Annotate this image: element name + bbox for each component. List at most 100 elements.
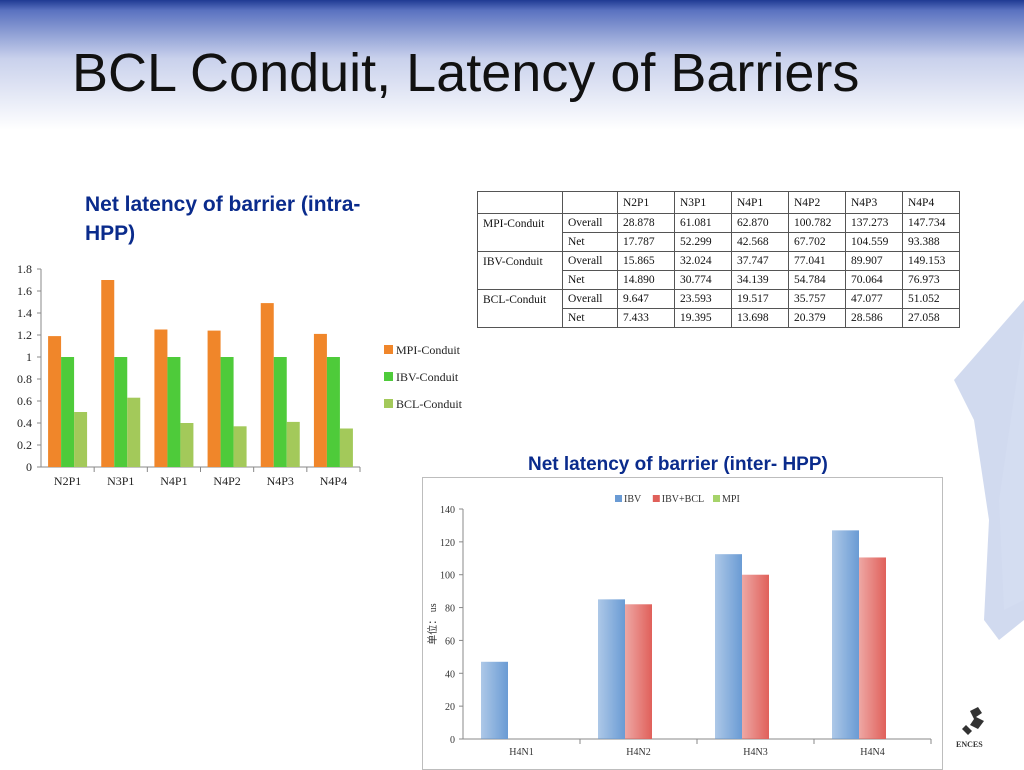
bar-ibv-conduit <box>61 357 75 467</box>
x-tick-label: H4N3 <box>743 747 767 758</box>
latency-table: N2P1 N3P1 N4P1 N4P2 N4P3 N4P4 MPI-Conduit Overa… <box>477 191 960 328</box>
bar-ibv-conduit <box>326 357 340 467</box>
table-cell: 37.747 <box>731 251 789 271</box>
y-tick-label: 20 <box>445 702 455 713</box>
table-cell: 76.973 <box>902 270 960 290</box>
bar-bcl-conduit <box>339 428 353 467</box>
table-cell: 54.784 <box>788 270 846 290</box>
bar-bcl-conduit <box>286 421 300 467</box>
bar-ibv-conduit <box>273 357 287 467</box>
intra-hpp-bar-chart: 0 0.2 0.4 0.6 0.8 1 1.2 1.4 1.6 1.8 N2P1 N3P1 N4P1 N4… <box>17 262 463 488</box>
table-cell: 13.698 <box>731 308 789 328</box>
table-row: IBV-Conduit Overall 15.865 32.024 37.747 77.0… <box>477 251 960 290</box>
title-banner <box>0 0 1024 130</box>
bar-ibv <box>598 599 625 739</box>
table-row-label: Net <box>562 232 618 252</box>
bar-mpi-conduit <box>207 330 221 467</box>
table-group-label: IBV-Conduit <box>477 251 563 290</box>
table-row: Net 14.890 30.774 34.139 54.784 70.064 76.973 <box>478 270 960 290</box>
legend-swatch <box>615 495 622 502</box>
table-cell: 9.647 <box>617 289 675 309</box>
y-tick-label: 140 <box>440 505 455 516</box>
table-cell: 137.273 <box>845 213 903 233</box>
table-row: Net 17.787 52.299 42.568 67.702 104.559 93.388 <box>478 232 960 252</box>
table-cell: 67.702 <box>788 232 846 252</box>
table-cell: 93.388 <box>902 232 960 252</box>
table-cell: 30.774 <box>674 270 732 290</box>
inter-hpp-chart-frame: 0 20 40 60 80 100 120 140 单位： us H4N1 H4N2 H4N3 H4N4… <box>422 477 943 770</box>
table-header-row: N2P1 N3P1 N4P1 N4P2 N4P3 N4P4 <box>477 191 960 214</box>
intra-hpp-heading: Net latency of barrier (intra-HPP) <box>85 193 361 245</box>
x-tick-label: H4N4 <box>860 747 884 758</box>
table-cell: 77.041 <box>788 251 846 271</box>
table-row-label: Overall <box>562 289 618 309</box>
bar-ibv-conduit <box>114 357 128 467</box>
table-row-label: Overall <box>562 251 618 271</box>
bar-bcl-conduit <box>74 412 88 467</box>
y-tick-label: 1.4 <box>17 306 32 320</box>
table-header-cell <box>477 191 563 214</box>
y-axis-label: 单位： us <box>426 603 439 644</box>
table-header-cell: N4P1 <box>731 191 789 214</box>
table-row: BCL-Conduit Overall 9.647 23.593 19.517 35.75… <box>477 289 960 328</box>
table-cell: 34.139 <box>731 270 789 290</box>
table-cell: 42.568 <box>731 232 789 252</box>
table-cell: 149.153 <box>902 251 960 271</box>
bar-ibv <box>481 661 508 739</box>
y-tick-label: 1.8 <box>17 262 32 276</box>
inter-hpp-heading: Net latency of barrier (inter- HPP) <box>528 454 828 475</box>
table-group-label: BCL-Conduit <box>477 289 563 328</box>
table-header-cell: N2P1 <box>617 191 675 214</box>
table-cell: 19.395 <box>674 308 732 328</box>
x-tick-label: N2P1 <box>54 474 81 488</box>
bar-ibv-conduit <box>167 357 181 467</box>
table-cell: 89.907 <box>845 251 903 271</box>
y-tick-label: 80 <box>445 604 455 615</box>
table-cell: 61.081 <box>674 213 732 233</box>
y-tick-label: 0.8 <box>17 372 32 386</box>
legend-label: IBV <box>624 494 642 505</box>
bar-mpi-conduit <box>48 336 62 467</box>
x-tick-label: H4N1 <box>509 747 533 758</box>
table-cell: 7.433 <box>617 308 675 328</box>
legend-label: IBV+BCL <box>662 494 704 505</box>
legend-label: MPI <box>722 494 740 505</box>
table-header-cell: N3P1 <box>674 191 732 214</box>
table-cell: 70.064 <box>845 270 903 290</box>
logo-lettering: ENCES <box>956 740 983 749</box>
table-header-cell <box>562 191 618 214</box>
legend-label: BCL-Conduit <box>396 397 463 411</box>
y-tick-label: 60 <box>445 636 455 647</box>
table-header-cell: N4P2 <box>788 191 846 214</box>
table-cell: 23.593 <box>674 289 732 309</box>
table-cell: 19.517 <box>731 289 789 309</box>
table-row-label: Net <box>562 270 618 290</box>
bar-bcl-conduit <box>180 423 194 467</box>
slide-title: BCL Conduit, Latency of Barriers <box>72 43 860 103</box>
legend-label: IBV-Conduit <box>396 370 459 384</box>
table-cell: 62.870 <box>731 213 789 233</box>
bar-ibv-bcl <box>859 557 886 739</box>
y-tick-label: 40 <box>445 669 455 680</box>
table-row: MPI-Conduit Overall 28.878 61.081 62.870 100.… <box>477 213 960 252</box>
table-cell: 47.077 <box>845 289 903 309</box>
institute-logo: ENCES <box>956 707 984 749</box>
bar-ibv-bcl <box>625 604 652 739</box>
legend-swatch <box>384 345 393 354</box>
x-tick-label: N3P1 <box>107 474 134 488</box>
table-cell: 52.299 <box>674 232 732 252</box>
legend-swatch <box>384 399 393 408</box>
y-tick-label: 1.2 <box>17 328 32 342</box>
table-row: Net 7.433 19.395 13.698 20.379 28.586 27.058 <box>478 308 960 328</box>
bar-ibv-conduit <box>220 357 234 467</box>
table-cell: 100.782 <box>788 213 846 233</box>
bar-mpi-conduit <box>313 333 327 467</box>
table-cell: 147.734 <box>902 213 960 233</box>
bar-ibv-bcl <box>742 574 769 739</box>
bar-mpi-conduit <box>260 303 274 467</box>
legend-label: MPI-Conduit <box>396 343 461 357</box>
legend-swatch <box>713 495 720 502</box>
legend-swatch <box>384 372 393 381</box>
table-row-label: Overall <box>562 213 618 233</box>
table-row-label: Net <box>562 308 618 328</box>
